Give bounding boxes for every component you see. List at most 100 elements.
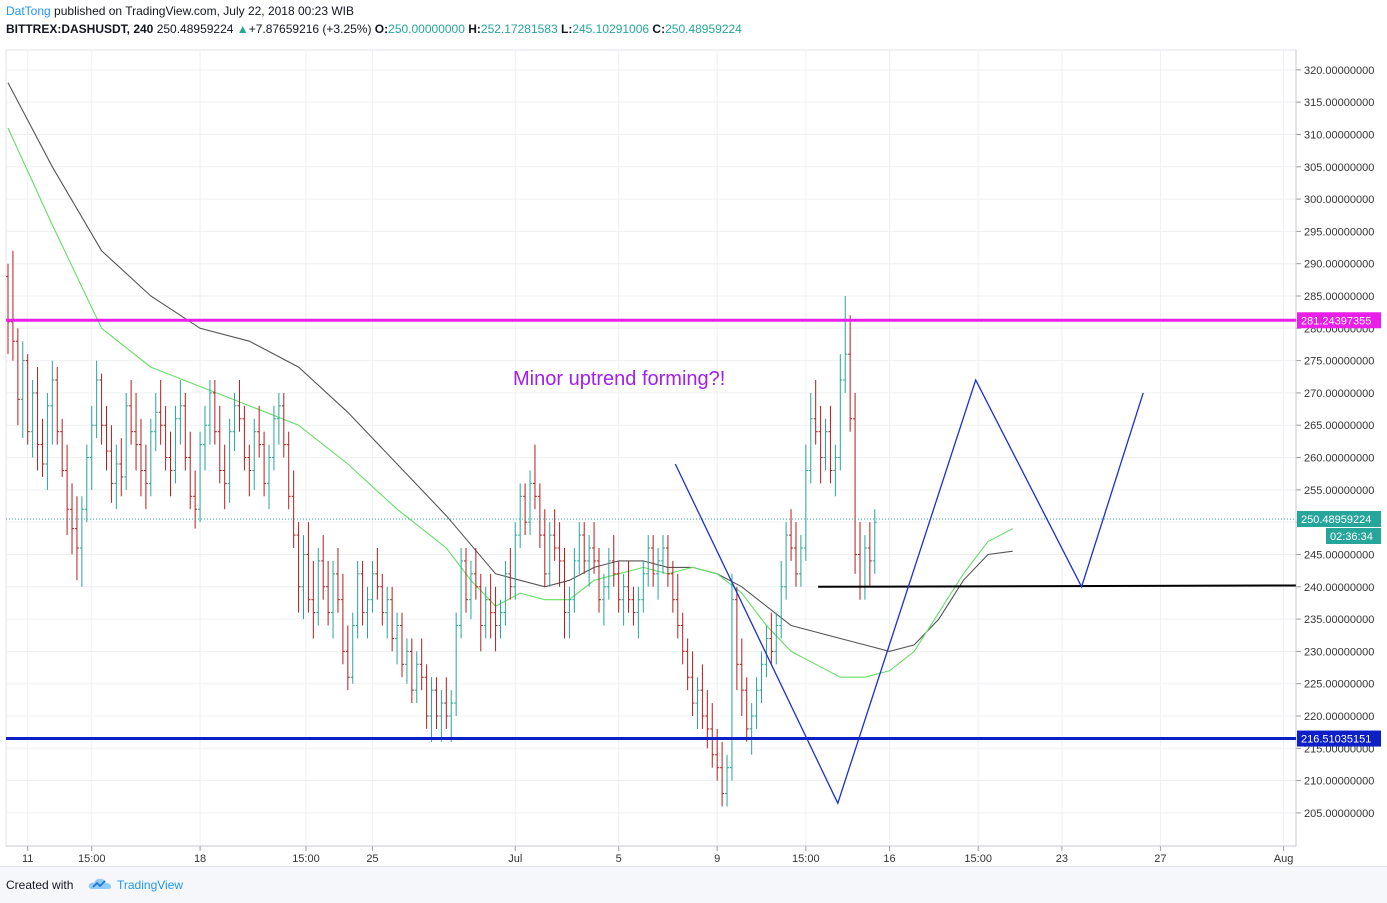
- ohlc-bar: [596, 548, 601, 613]
- ohlc-bar: [55, 367, 60, 445]
- y-tick-label: 305.00000000: [1304, 162, 1374, 174]
- ohlc-bar: [188, 431, 193, 510]
- price-level-tag: [1297, 730, 1381, 747]
- ohlc-bar: [833, 444, 838, 497]
- ohlc-bar: [40, 418, 45, 477]
- ohlc-bar: [636, 586, 641, 639]
- ohlc-bar: [109, 425, 114, 503]
- ohlc-bar: [178, 380, 183, 445]
- ohlc-bar: [468, 560, 473, 620]
- ohlc-bar: [168, 431, 173, 497]
- ohlc-bar: [35, 367, 40, 471]
- ohlc-bar: [464, 548, 469, 613]
- author-link[interactable]: DatTong: [6, 4, 51, 18]
- ohlc-bar: [690, 651, 695, 716]
- ohlc-bar: [267, 444, 272, 510]
- ohlc-bar: [779, 560, 784, 639]
- ohlc-bar: [227, 418, 232, 503]
- ohlc-bar: [552, 509, 557, 561]
- ohlc-bar: [577, 522, 582, 574]
- low-label: L:: [561, 22, 573, 36]
- ohlc-bar: [872, 509, 877, 574]
- y-tick-label: 300.00000000: [1304, 194, 1374, 206]
- ohlc-bar: [843, 296, 848, 393]
- zigzag-pattern-line: [674, 378, 1144, 805]
- x-tick-label: 18: [194, 853, 206, 865]
- ohlc-bar: [395, 612, 400, 665]
- x-tick-label: 5: [616, 853, 622, 865]
- y-tick-label: 240.00000000: [1304, 582, 1374, 594]
- y-tick-label: 270.00000000: [1304, 388, 1374, 400]
- countdown-label: 02:36:34: [1330, 531, 1373, 543]
- ohlc-bar: [710, 703, 715, 768]
- ohlc-bar: [138, 418, 143, 497]
- ohlc-bar: [656, 548, 661, 600]
- ohlc-bar: [331, 560, 336, 639]
- ohlc-bar: [616, 560, 621, 613]
- countdown-tag: [1326, 527, 1381, 544]
- ohlc-bar: [419, 638, 424, 691]
- ohlc-bar: [335, 548, 340, 613]
- ohlc-bar: [582, 522, 587, 574]
- ohlc-bar: [345, 625, 350, 691]
- ohlc-bar: [685, 638, 690, 691]
- ohlc-bar: [390, 586, 395, 652]
- ohlc-bar: [764, 625, 769, 678]
- x-tick-label: 15:00: [964, 853, 992, 865]
- ohlc-bar: [296, 522, 301, 613]
- ohlc-bar: [675, 573, 680, 639]
- ohlc-bar: [94, 360, 99, 439]
- ohlc-bar: [217, 405, 222, 484]
- chart-annotation: Minor uptrend forming?!: [513, 368, 725, 390]
- ohlc-bar: [50, 360, 55, 445]
- ohlc-bar: [429, 677, 434, 742]
- price-level-label: 281.24397355: [1301, 315, 1371, 327]
- ohlc-bar: [665, 535, 670, 587]
- ohlc-bar: [20, 341, 25, 439]
- ohlc-bar: [700, 664, 705, 729]
- ohlc-bar: [853, 392, 858, 574]
- y-tick-label: 295.00000000: [1304, 226, 1374, 238]
- ohlc-bar: [399, 612, 404, 678]
- ohlc-bar: [242, 405, 247, 471]
- ohlc-bar: [355, 560, 360, 639]
- ohlc-bar: [45, 392, 50, 490]
- ohlc-bar: [153, 392, 158, 452]
- ohlc-bar: [720, 741, 725, 807]
- ohlc-bar: [257, 405, 262, 458]
- ohlc-bar: [478, 573, 483, 652]
- ohlc-bars: [6, 250, 877, 807]
- footer: Created with TradingView: [0, 866, 1387, 903]
- ohlc-bar: [212, 380, 217, 445]
- ohlc-bar: [803, 444, 808, 561]
- x-tick-label: 27: [1154, 853, 1166, 865]
- ohlc-bar: [222, 444, 227, 510]
- ohlc-bar: [848, 315, 853, 432]
- ohlc-bar: [60, 418, 65, 477]
- tradingview-cloud-icon[interactable]: [88, 877, 112, 891]
- ohlc-bar: [129, 380, 134, 445]
- ohlc-bar: [79, 496, 84, 587]
- y-tick-label: 265.00000000: [1304, 420, 1374, 432]
- ohlc-bar: [74, 496, 79, 581]
- symbol-label: BITTREX:DASHUSDT, 240: [6, 22, 154, 36]
- ohlc-bar: [183, 392, 188, 471]
- ohlc-bar: [424, 664, 429, 729]
- tradingview-brand-link[interactable]: TradingView: [117, 878, 184, 892]
- chart-header: DatTong published on TradingView.com, Ju…: [0, 0, 1387, 42]
- x-tick-label: 15:00: [792, 853, 820, 865]
- ohlc-bar: [557, 522, 562, 587]
- ohlc-bar: [867, 522, 872, 587]
- ohlc-bar: [409, 638, 414, 704]
- ohlc-bar: [532, 444, 537, 510]
- ohlc-bar: [528, 470, 533, 536]
- ohlc-bar: [360, 560, 365, 626]
- y-tick-label: 225.00000000: [1304, 679, 1374, 691]
- y-tick-label: 310.00000000: [1304, 129, 1374, 141]
- ohlc-legend: BITTREX:DASHUSDT, 240 250.48959224 ▲+7.8…: [6, 22, 742, 36]
- ohlc-bar: [513, 522, 518, 600]
- created-with-label: Created with: [6, 878, 74, 892]
- ohlc-bar: [661, 535, 666, 574]
- ohlc-bar: [237, 380, 242, 432]
